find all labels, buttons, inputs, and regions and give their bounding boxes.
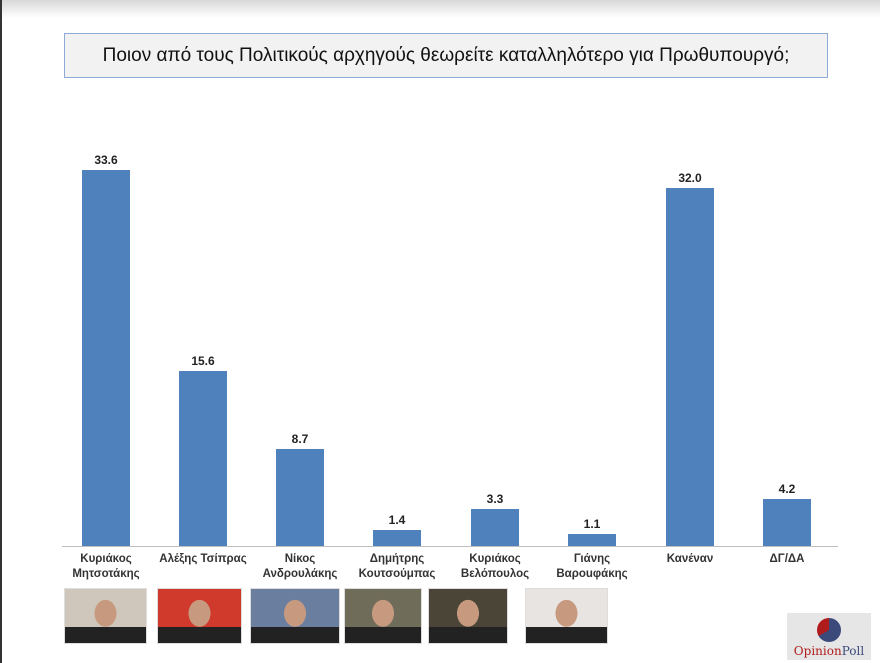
photo-varoufakis	[525, 588, 608, 644]
left-edge	[0, 0, 2, 663]
value-label: 32.0	[678, 171, 702, 185]
value-label: 33.6	[94, 153, 118, 167]
chart-title-box: Ποιον από τους Πολιτικούς αρχηγούς θεωρε…	[64, 33, 828, 78]
bar	[666, 188, 714, 546]
category-label: Αλέξης Τσίπρας	[159, 553, 247, 565]
bar	[179, 371, 227, 546]
photo-androulakis	[250, 588, 340, 644]
category-label: Κυριάκος Βελόπουλος	[460, 553, 530, 580]
bar	[471, 509, 519, 546]
bar	[568, 534, 616, 546]
value-label: 4.2	[778, 482, 796, 496]
photo-velopoulos	[428, 588, 508, 644]
category-label: Νίκος Ανδρουλάκης	[262, 553, 338, 580]
value-label: 15.6	[191, 354, 215, 368]
value-label: 8.7	[291, 432, 309, 446]
category-label: ΔΓ/ΔΑ	[769, 553, 805, 565]
value-label: 1.1	[583, 517, 601, 531]
photo-tsipras	[157, 588, 242, 644]
category-label: Κυριάκος Μητσοτάκης	[72, 553, 140, 580]
x-axis-line	[62, 546, 838, 547]
top-fade	[0, 0, 880, 18]
opinionpoll-logo: OpinionPoll	[787, 613, 871, 660]
category-label: Κανέναν	[666, 553, 714, 565]
category-label: Δημήτρης Κουτσούμπας	[358, 553, 436, 580]
photo-koutsoumpas	[344, 588, 422, 644]
logo-text: OpinionPoll	[793, 644, 865, 658]
value-label: 3.3	[486, 492, 504, 506]
value-label: 1.4	[388, 513, 406, 527]
pie-logo-icon	[817, 618, 841, 642]
photo-mitsotakis	[64, 588, 147, 644]
bar	[276, 449, 324, 546]
category-label: Γιάνης Βαροuφάκης	[556, 553, 628, 580]
chart-title: Ποιον από τους Πολιτικούς αρχηγούς θεωρε…	[102, 44, 790, 66]
bar	[373, 530, 421, 546]
bar	[82, 170, 130, 546]
bar	[763, 499, 811, 546]
